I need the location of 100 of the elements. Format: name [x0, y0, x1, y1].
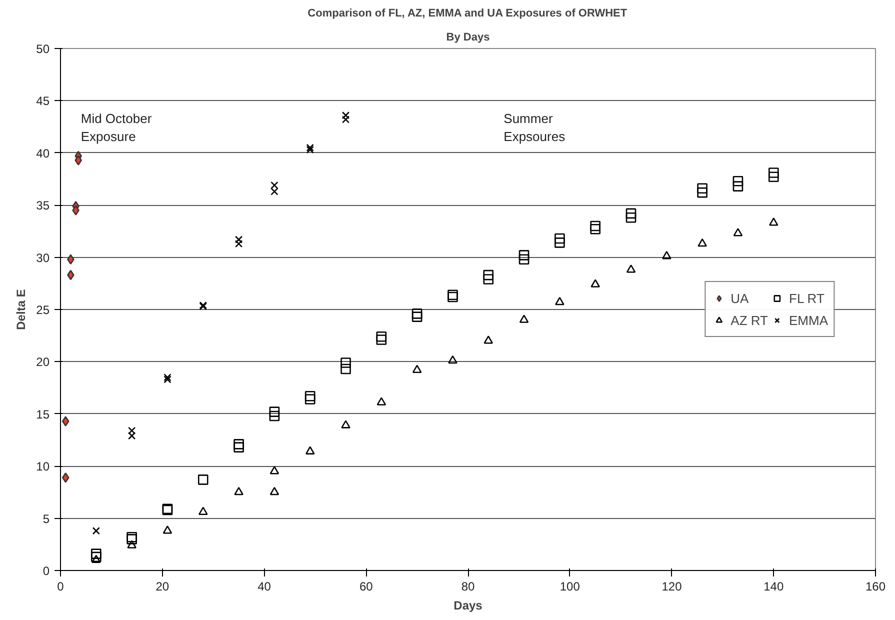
point — [198, 474, 208, 485]
point — [483, 270, 494, 280]
point — [340, 364, 351, 374]
x-axis-title: Days — [454, 598, 483, 612]
point — [341, 420, 350, 428]
point — [162, 526, 172, 534]
chart-subtitle: By Days — [446, 32, 490, 44]
point — [554, 238, 565, 248]
y-tick-label: 50 — [36, 42, 50, 56]
point — [626, 264, 636, 273]
point — [305, 446, 315, 454]
point — [590, 220, 600, 232]
point — [626, 208, 636, 219]
y-tick-label: 15 — [36, 407, 50, 422]
point — [234, 442, 244, 452]
x-tick-label: 20 — [156, 580, 170, 594]
point — [483, 274, 494, 284]
annotation: Summer Expsoures — [504, 111, 566, 144]
point — [74, 155, 82, 166]
point — [128, 432, 136, 440]
point — [128, 426, 136, 434]
x-tick-label: 60 — [359, 580, 374, 594]
point — [590, 279, 600, 288]
y-tick-label: 25 — [36, 303, 50, 317]
point — [768, 172, 779, 182]
y-tick-label: 35 — [36, 198, 50, 213]
point — [270, 466, 280, 474]
point — [234, 240, 243, 248]
point — [412, 364, 422, 374]
x-tick-label: 140 — [764, 580, 784, 594]
point — [697, 183, 708, 194]
point — [662, 250, 672, 260]
y-tick-label: 40 — [36, 146, 50, 160]
point — [304, 391, 316, 402]
y-tick-label: 30 — [36, 250, 50, 265]
point — [484, 336, 494, 344]
legend-label: UA — [730, 290, 750, 306]
point — [127, 540, 136, 548]
chart-title: Comparison of FL, AZ, EMMA and UA Exposures of ORWHET — [308, 8, 628, 20]
y-axis-title: Delta E — [14, 289, 28, 330]
point — [164, 376, 172, 384]
point — [270, 486, 280, 496]
point — [342, 116, 350, 124]
point — [306, 146, 314, 154]
point — [590, 224, 600, 234]
point — [198, 506, 208, 515]
point — [519, 314, 529, 323]
point — [626, 212, 636, 223]
point — [448, 355, 458, 364]
x-tick-label: 120 — [662, 580, 682, 594]
point — [62, 416, 70, 426]
point — [62, 472, 70, 483]
x-tick-label: 100 — [560, 580, 580, 594]
y-tick-label: 45 — [36, 94, 50, 108]
point — [234, 236, 243, 244]
point — [270, 188, 278, 196]
point — [92, 554, 101, 564]
point — [72, 205, 80, 216]
point — [126, 534, 137, 544]
point — [270, 181, 278, 190]
point — [342, 111, 350, 120]
point — [304, 394, 316, 404]
point — [234, 486, 244, 496]
point — [126, 532, 137, 542]
point — [376, 331, 387, 342]
point — [269, 406, 280, 417]
x-tick-label: 160 — [865, 580, 886, 594]
point — [92, 526, 100, 535]
y-tick-label: 20 — [36, 355, 50, 370]
point — [376, 334, 387, 345]
point — [554, 233, 565, 244]
point — [91, 548, 102, 559]
legend-label: EMMA — [789, 312, 828, 328]
point — [518, 254, 530, 265]
annotation: Mid October Exposure — [80, 111, 152, 144]
point — [768, 218, 778, 226]
x-tick-label: 40 — [258, 580, 272, 594]
point — [698, 238, 707, 247]
point — [412, 312, 422, 322]
point — [164, 374, 172, 382]
point — [91, 552, 102, 562]
point — [732, 181, 744, 192]
legend-label: AZ RT — [730, 312, 768, 328]
point — [733, 228, 743, 236]
point — [518, 250, 530, 260]
point — [234, 439, 244, 450]
point — [412, 308, 422, 319]
x-tick-label: 80 — [461, 580, 475, 594]
point — [269, 410, 280, 422]
point — [555, 296, 564, 306]
point — [340, 358, 351, 368]
y-tick-label: 5 — [42, 512, 50, 526]
x-tick-label: 0 — [57, 580, 64, 594]
y-tick-label: 0 — [42, 564, 50, 578]
point — [306, 144, 314, 152]
point — [768, 168, 779, 178]
point — [697, 187, 708, 198]
legend-label: FL RT — [789, 290, 824, 306]
y-tick-label: 10 — [36, 460, 50, 474]
point — [732, 176, 744, 186]
